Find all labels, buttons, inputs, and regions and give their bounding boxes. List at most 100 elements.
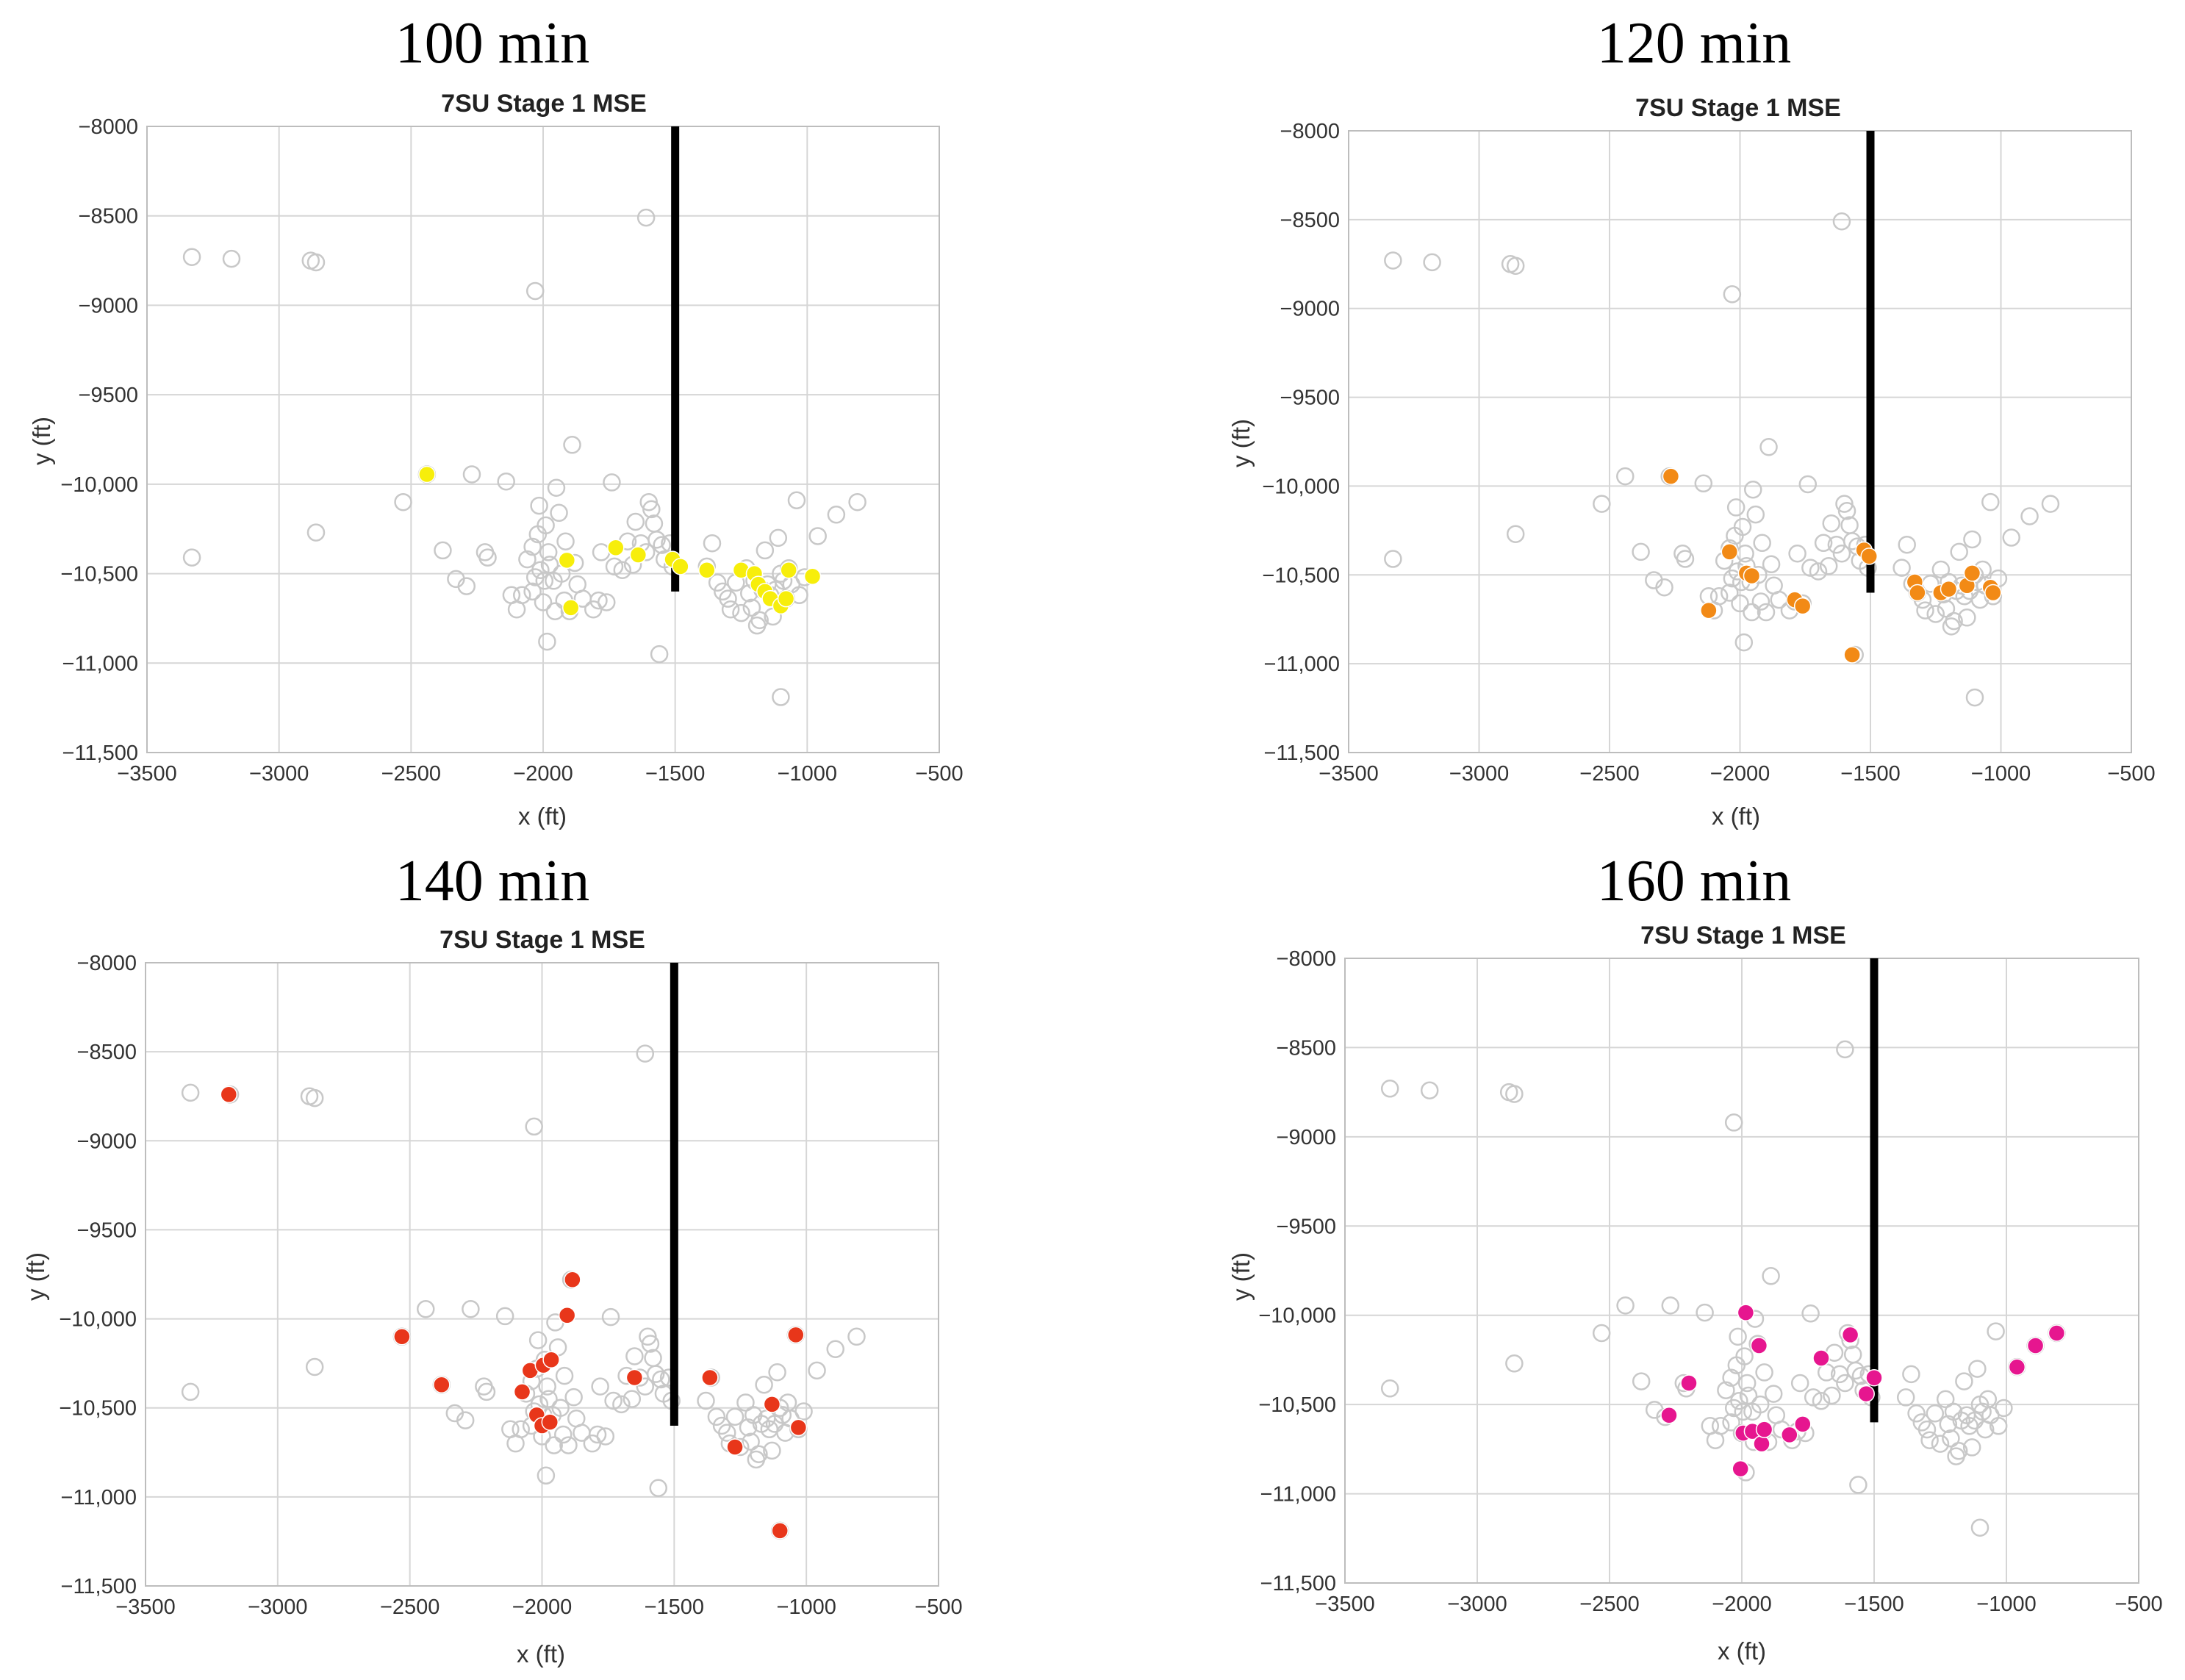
background-event-point <box>1898 535 1916 554</box>
highlight-event-point <box>1909 584 1926 602</box>
background-event-point <box>623 1390 642 1408</box>
background-event-point <box>1506 256 1525 275</box>
background-event-point <box>1757 603 1776 622</box>
y-axis-label: y (ft) <box>1227 419 1255 467</box>
highlight-event-point <box>1843 646 1861 664</box>
x-tick-label: −500 <box>914 1595 962 1619</box>
background-event-point <box>768 1363 786 1382</box>
background-event-point <box>848 492 867 511</box>
highlight-event-point <box>542 1351 560 1369</box>
y-tick-label: −11,000 <box>1260 1483 1336 1507</box>
y-tick-label: −10,500 <box>59 1397 137 1421</box>
background-event-point <box>697 1391 715 1410</box>
background-event-point <box>725 1407 745 1426</box>
background-event-point <box>478 548 497 567</box>
x-axis-label: x (ft) <box>517 1640 565 1668</box>
highlight-event-point <box>541 1413 559 1431</box>
highlight-event-point <box>1750 1337 1768 1354</box>
background-event-point <box>1968 1360 1987 1378</box>
background-event-point <box>1505 1085 1524 1103</box>
background-event-point <box>538 1377 556 1396</box>
background-event-point <box>538 632 556 651</box>
highlight-event-point <box>607 539 625 557</box>
background-event-point <box>647 531 666 549</box>
panel-140min: 140 min 7SU Stage 1 MSE −3500 −3000 −2500−… <box>22 849 963 1668</box>
background-event-point <box>1764 1385 1783 1403</box>
x-tick-label: −1500 <box>645 1595 704 1619</box>
background-event-point <box>1721 584 1739 602</box>
highlight-event-point <box>1793 597 1812 615</box>
highlight-event-point <box>393 1328 411 1346</box>
background-event-point <box>394 492 412 511</box>
y-tick-label: −10,000 <box>59 1308 137 1332</box>
background-event-point <box>1751 1395 1770 1414</box>
plot-frame <box>1344 958 2139 1584</box>
y-axis-label: y (ft) <box>1227 1252 1255 1301</box>
x-axis-label: x (ft) <box>1712 803 1760 830</box>
y-tick-label: −10,000 <box>1262 475 1340 498</box>
background-event-point <box>739 1418 758 1437</box>
background-event-point <box>1729 1327 1747 1346</box>
highlight-event-point <box>564 1271 581 1289</box>
background-event-point <box>636 1377 655 1396</box>
background-event-point <box>182 548 201 567</box>
highlight-event-point <box>513 1383 531 1401</box>
background-event-point <box>1759 438 1778 456</box>
background-event-point <box>1958 609 1976 627</box>
background-event-point <box>182 248 201 266</box>
y-tick-label: −9500 <box>1277 1215 1336 1238</box>
x-tick-label: −2000 <box>1710 762 1770 786</box>
x-tick-label: −3500 <box>117 762 176 786</box>
highlight-event-point <box>1755 1421 1773 1438</box>
background-event-point <box>1655 578 1673 597</box>
background-event-point <box>537 1466 556 1485</box>
background-event-point <box>1737 1374 1757 1393</box>
background-event-point <box>457 577 476 595</box>
highlight-event-point <box>1963 564 1981 582</box>
background-event-point <box>721 600 740 619</box>
y-tick-label: −9000 <box>77 1130 137 1153</box>
panel-160min: 160 min 7SU Stage 1 MSE −3500 −3000 −2500−… <box>1227 849 2163 1665</box>
background-event-point <box>736 1393 755 1412</box>
highlight-event-point <box>418 465 436 484</box>
highlight-event-point <box>433 1376 451 1393</box>
background-event-point <box>1423 253 1441 272</box>
y-tick-label: −8500 <box>1277 1036 1336 1060</box>
background-event-point <box>551 1399 570 1417</box>
background-event-point <box>1942 1429 1960 1448</box>
plot-frame <box>1348 130 2132 753</box>
background-event-point <box>794 1402 813 1421</box>
background-event-point <box>1616 467 1635 486</box>
background-event-point <box>1723 285 1742 304</box>
y-tick-label: −10,000 <box>60 473 138 497</box>
background-event-point <box>756 541 775 560</box>
x-axis-label: x (ft) <box>1718 1637 1766 1665</box>
background-event-point <box>1717 1381 1735 1399</box>
background-event-point <box>636 208 656 227</box>
background-event-point <box>550 503 568 523</box>
x-tick-label: −3500 <box>1315 1593 1374 1616</box>
background-event-point <box>808 1361 826 1380</box>
background-event-point <box>772 688 790 706</box>
highlight-event-point <box>787 1326 805 1344</box>
highlight-event-point <box>1743 567 1761 585</box>
x-tick-label: −500 <box>2107 762 2155 786</box>
background-event-point <box>1722 1413 1740 1432</box>
background-event-point <box>1380 1379 1399 1398</box>
background-event-point <box>755 1375 773 1394</box>
background-event-point <box>1902 1365 1920 1384</box>
background-event-point <box>528 1331 548 1349</box>
background-event-point <box>1762 1267 1780 1285</box>
x-tick-label: −1000 <box>1976 1593 2036 1616</box>
y-tick-label: −10,500 <box>60 563 138 586</box>
highlight-event-point <box>558 551 576 570</box>
background-event-point <box>2002 528 2020 547</box>
background-event-point <box>1746 505 1765 524</box>
background-event-point <box>1505 1354 1524 1373</box>
background-event-point <box>1724 1113 1743 1132</box>
background-event-point <box>523 582 542 601</box>
background-event-point <box>597 593 616 611</box>
background-event-point <box>1593 495 1611 513</box>
panel-time-label: 140 min <box>395 849 589 913</box>
y-tick-label: −8000 <box>1277 947 1336 971</box>
